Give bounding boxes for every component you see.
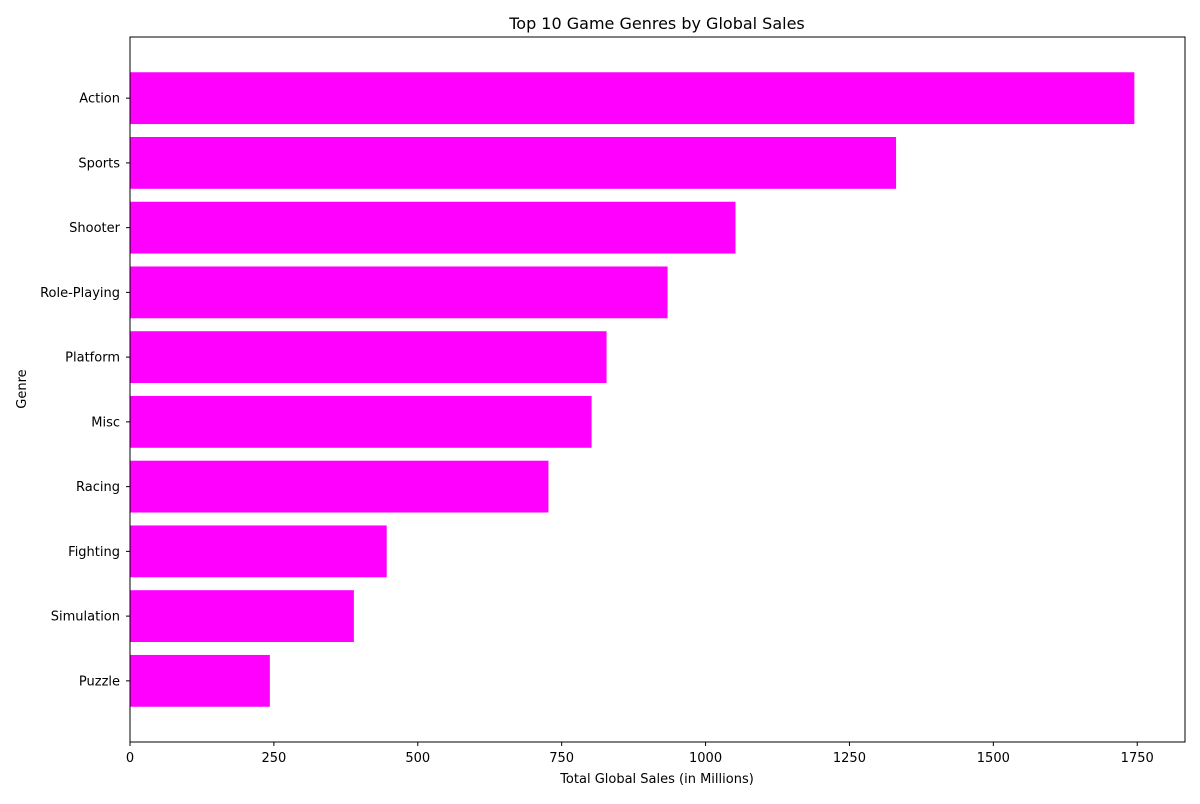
- y-tick-label: Racing: [76, 480, 120, 495]
- y-axis-label: Genre: [15, 369, 30, 408]
- y-tick-label: Sports: [78, 156, 120, 171]
- bar-puzzle: [130, 654, 270, 707]
- y-tick-label: Fighting: [68, 545, 120, 560]
- bar-fighting: [130, 525, 387, 578]
- y-tick-label: Role-Playing: [40, 286, 120, 301]
- x-tick-label: 250: [261, 751, 286, 766]
- x-tick-label: 1500: [977, 751, 1010, 766]
- y-tick-label: Action: [79, 92, 120, 107]
- x-axis-label: Total Global Sales (in Millions): [559, 772, 754, 787]
- bar-sports: [130, 136, 897, 189]
- x-tick-label: 0: [126, 751, 134, 766]
- bar-shooter: [130, 201, 736, 254]
- bar-simulation: [130, 590, 354, 643]
- chart-title: Top 10 Game Genres by Global Sales: [508, 14, 805, 33]
- x-tick-label: 1250: [833, 751, 866, 766]
- bar-role-playing: [130, 266, 668, 319]
- x-tick-label: 1750: [1121, 751, 1154, 766]
- bar-action: [130, 72, 1135, 125]
- bars-group: [130, 72, 1135, 707]
- bar-racing: [130, 460, 549, 513]
- y-tick-label: Simulation: [51, 610, 120, 625]
- x-tick-labels: 0 250 500 750 1000 1250 1500 1750: [126, 742, 1154, 766]
- bar-platform: [130, 331, 607, 384]
- x-tick-label: 500: [405, 751, 430, 766]
- x-tick-label: 1000: [689, 751, 722, 766]
- y-tick-label: Misc: [91, 415, 120, 430]
- y-tick-labels: Action Sports Shooter Role-Playing Platform M…: [40, 92, 130, 689]
- y-tick-label: Platform: [65, 351, 120, 366]
- bar-misc: [130, 395, 592, 448]
- y-tick-label: Shooter: [69, 221, 120, 236]
- y-tick-label: Puzzle: [79, 674, 120, 689]
- plot-frame: [129, 36, 1186, 743]
- x-tick-label: 750: [549, 751, 574, 766]
